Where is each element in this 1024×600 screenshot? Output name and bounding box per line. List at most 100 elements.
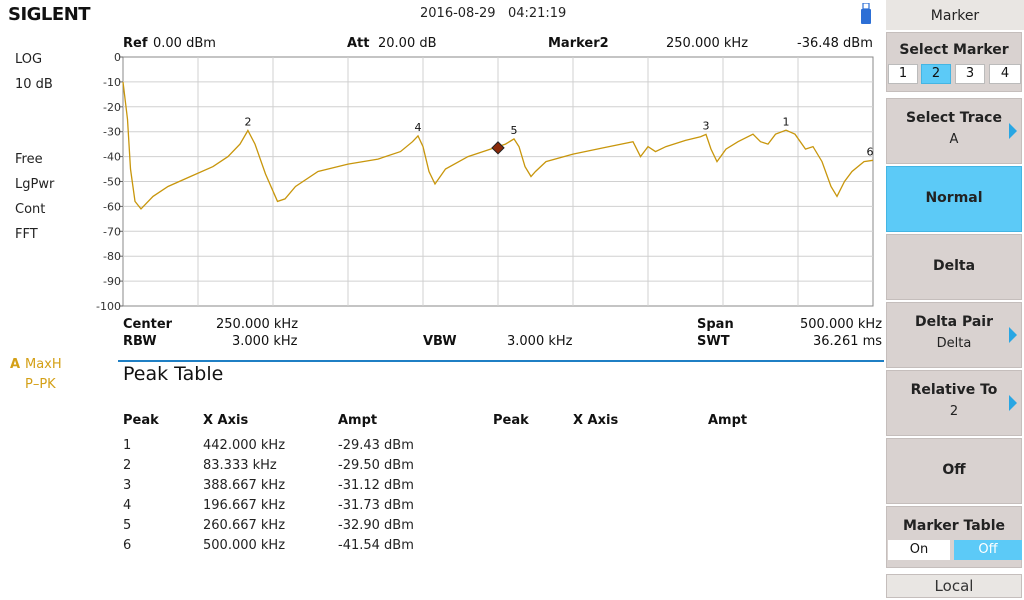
delta-pair-value: Delta xyxy=(936,336,972,351)
table-row: 2 83.333 kHz -29.50 dBm xyxy=(123,458,443,478)
col-header-ampt-2: Ampt xyxy=(708,413,748,428)
peak-number: 4 xyxy=(123,498,132,513)
marker-freq: 250.000 kHz xyxy=(666,36,749,51)
marker-option-1[interactable]: 1 xyxy=(888,64,918,84)
delta-label: Delta xyxy=(932,258,976,274)
y-tick-label: -40 xyxy=(103,151,121,164)
relative-to-value: 2 xyxy=(949,404,959,419)
peak-ampt: -31.73 dBm xyxy=(338,498,414,513)
rbw-label: RBW xyxy=(123,334,157,349)
delta-pair-button[interactable]: Delta Pair Delta xyxy=(886,302,1022,368)
scale-div: 10 dB xyxy=(15,77,53,92)
marker-table-label: Marker Table xyxy=(903,518,1005,534)
ref-label: Ref xyxy=(123,36,148,51)
peak-marker-label-2: 2 xyxy=(244,115,251,128)
table-row: 3 388.667 kHz -31.12 dBm xyxy=(123,478,443,498)
peak-x: 442.000 kHz xyxy=(203,438,286,453)
normal-button[interactable]: Normal xyxy=(886,166,1022,232)
local-button[interactable]: Local xyxy=(886,574,1022,598)
peak-x: 388.667 kHz xyxy=(203,478,286,493)
col-header-x-axis-2: X Axis xyxy=(573,413,619,428)
peak-ampt: -32.90 dBm xyxy=(338,518,414,533)
vbw-value: 3.000 kHz xyxy=(507,334,573,349)
select-trace-button[interactable]: Select Trace A xyxy=(886,98,1022,164)
center-label: Center xyxy=(123,317,173,332)
peak-ampt: -29.43 dBm xyxy=(338,438,414,453)
peak-number: 3 xyxy=(123,478,132,493)
col-header-x-axis: X Axis xyxy=(203,413,249,428)
y-tick-label: -70 xyxy=(103,225,121,238)
col-header-ampt: Ampt xyxy=(338,413,378,428)
trigger-mode: Cont xyxy=(15,202,46,217)
y-tick-label: -20 xyxy=(103,101,121,114)
normal-label: Normal xyxy=(925,190,983,206)
peak-marker-label-3: 3 xyxy=(703,119,710,132)
detector-mode: LgPwr xyxy=(15,177,55,192)
span-value: 500.000 kHz xyxy=(800,317,883,332)
rbw-value: 3.000 kHz xyxy=(232,334,298,349)
ref-value: 0.00 dBm xyxy=(153,36,216,51)
peak-x: 196.667 kHz xyxy=(203,498,286,513)
span-label: Span xyxy=(697,317,734,332)
y-tick-label: 0 xyxy=(114,51,121,64)
spectrum-chart[interactable]: 0 -10 -20 -30 -40 -50 -60 -70 -80 -90 -100 1 2 3 4 5 6 xyxy=(88,48,888,314)
y-tick-label: -10 xyxy=(103,76,121,89)
peak-x: 260.667 kHz xyxy=(203,518,286,533)
peak-ampt: -31.12 dBm xyxy=(338,478,414,493)
y-tick-label: -80 xyxy=(103,250,121,263)
marker-option-2[interactable]: 2 xyxy=(921,64,951,84)
select-trace-label: Select Trace xyxy=(906,110,1002,126)
fft-mode: FFT xyxy=(15,227,38,242)
off-button[interactable]: Off xyxy=(886,438,1022,504)
vbw-label: VBW xyxy=(423,334,457,349)
peak-number: 2 xyxy=(123,458,132,473)
menu-title: Marker xyxy=(886,0,1024,30)
delta-button[interactable]: Delta xyxy=(886,234,1022,300)
peak-number: 1 xyxy=(123,438,132,453)
peak-marker-label-1: 1 xyxy=(783,115,790,128)
col-header-peak-2: Peak xyxy=(493,413,529,428)
y-tick-label: -100 xyxy=(96,300,121,313)
y-tick-label: -50 xyxy=(103,176,121,189)
table-row: 6 500.000 kHz -41.54 dBm xyxy=(123,538,443,558)
select-marker-label: Select Marker xyxy=(899,42,1009,58)
peak-table-rows: 1 442.000 kHz -29.43 dBm 2 83.333 kHz -2… xyxy=(123,438,443,558)
swt-value: 36.261 ms xyxy=(813,334,883,349)
relative-to-button[interactable]: Relative To 2 xyxy=(886,370,1022,436)
peak-x: 500.000 kHz xyxy=(203,538,286,553)
y-tick-label: -30 xyxy=(103,126,121,139)
col-header-peak: Peak xyxy=(123,413,159,428)
chevron-right-icon xyxy=(1009,327,1017,343)
chevron-right-icon xyxy=(1009,395,1017,411)
peak-ampt: -29.50 dBm xyxy=(338,458,414,473)
select-trace-value: A xyxy=(949,132,959,147)
att-value: 20.00 dB xyxy=(378,36,437,51)
peak-x: 83.333 kHz xyxy=(203,458,277,473)
active-marker-diamond xyxy=(491,141,505,155)
marker-table-on[interactable]: On xyxy=(888,540,950,560)
trace-a-line xyxy=(122,81,874,210)
datetime: 2016-08-29 04:21:19 xyxy=(420,6,567,21)
siglent-logo: SIGLENT xyxy=(8,4,91,25)
marker-ampl: -36.48 dBm xyxy=(797,36,873,51)
section-divider xyxy=(118,360,884,362)
chevron-right-icon xyxy=(1009,123,1017,139)
y-tick-label: -90 xyxy=(103,275,121,288)
peak-number: 5 xyxy=(123,518,132,533)
trace-mode: MaxH xyxy=(25,357,62,372)
sweep-mode: Free xyxy=(15,152,43,167)
marker-label: Marker2 xyxy=(548,36,609,51)
trace-letter: A xyxy=(10,357,21,372)
marker-option-4[interactable]: 4 xyxy=(989,64,1021,84)
swt-label: SWT xyxy=(697,334,730,349)
scale-type: LOG xyxy=(15,52,43,67)
peak-marker-label-6: 6 xyxy=(867,145,874,158)
center-value: 250.000 kHz xyxy=(216,317,299,332)
peak-table-title: Peak Table xyxy=(123,363,224,385)
peak-number: 6 xyxy=(123,538,132,553)
marker-option-3[interactable]: 3 xyxy=(955,64,985,84)
off-label: Off xyxy=(942,462,966,478)
marker-table-off[interactable]: Off xyxy=(954,540,1022,560)
table-row: 1 442.000 kHz -29.43 dBm xyxy=(123,438,443,458)
relative-to-label: Relative To xyxy=(910,382,998,398)
